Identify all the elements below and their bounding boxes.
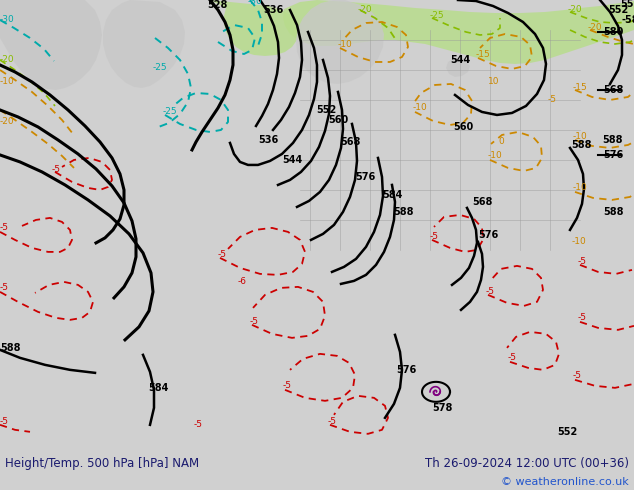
- Text: 560: 560: [453, 122, 473, 132]
- Text: -5: -5: [328, 417, 337, 426]
- Polygon shape: [283, 0, 634, 64]
- Text: -580: -580: [622, 15, 634, 25]
- Text: -5: -5: [0, 223, 9, 232]
- Text: -5: -5: [52, 166, 61, 174]
- Text: 552: 552: [557, 427, 577, 437]
- Text: 0: 0: [498, 137, 504, 147]
- Text: 584: 584: [382, 190, 403, 200]
- Text: -25: -25: [153, 64, 167, 73]
- Text: 576: 576: [396, 365, 417, 375]
- Text: 544: 544: [282, 155, 302, 165]
- Text: -10: -10: [0, 77, 15, 86]
- Text: © weatheronline.co.uk: © weatheronline.co.uk: [501, 477, 629, 487]
- Text: Height/Temp. 500 hPa [hPa] NAM: Height/Temp. 500 hPa [hPa] NAM: [5, 457, 199, 470]
- Text: 560: 560: [328, 115, 348, 125]
- Text: 536: 536: [258, 135, 278, 145]
- Text: 580: 580: [604, 27, 624, 37]
- Text: -5: -5: [508, 353, 517, 363]
- Text: -10: -10: [413, 103, 428, 113]
- Text: 584: 584: [148, 383, 169, 393]
- Text: 552: 552: [608, 5, 628, 15]
- Text: -5: -5: [250, 318, 259, 326]
- Text: -10: -10: [488, 151, 503, 160]
- Text: 588: 588: [602, 135, 623, 145]
- Text: -5: -5: [548, 96, 557, 104]
- Text: 588: 588: [0, 343, 20, 353]
- Text: -6: -6: [238, 277, 247, 286]
- Text: -10: -10: [573, 183, 588, 193]
- Text: -20: -20: [0, 118, 15, 126]
- Text: 588: 588: [393, 207, 413, 217]
- Text: -5: -5: [430, 232, 439, 242]
- Text: 536: 536: [263, 5, 283, 15]
- Text: -5: -5: [578, 257, 587, 267]
- Text: 568: 568: [472, 197, 493, 207]
- Text: 568: 568: [604, 85, 624, 95]
- Text: -20: -20: [568, 5, 583, 15]
- Text: -5: -5: [283, 381, 292, 391]
- Text: 552: 552: [316, 105, 336, 115]
- Text: -10: -10: [573, 132, 588, 142]
- Polygon shape: [446, 57, 470, 77]
- Text: -5: -5: [0, 417, 9, 426]
- Text: -5: -5: [486, 287, 495, 296]
- Text: -30: -30: [248, 0, 262, 6]
- Text: -20: -20: [0, 55, 15, 65]
- Text: -25: -25: [163, 107, 178, 117]
- Text: -15: -15: [476, 50, 491, 59]
- Text: 544: 544: [450, 55, 470, 65]
- Text: Th 26-09-2024 12:00 UTC (00+36): Th 26-09-2024 12:00 UTC (00+36): [425, 457, 629, 470]
- Text: 576: 576: [478, 230, 498, 240]
- Polygon shape: [0, 0, 102, 90]
- Text: -5: -5: [573, 371, 582, 380]
- Text: 528: 528: [207, 0, 228, 10]
- Text: -15: -15: [573, 83, 588, 93]
- Text: 588: 588: [604, 207, 624, 217]
- Polygon shape: [296, 0, 384, 84]
- Text: -5: -5: [578, 314, 587, 322]
- Text: -25: -25: [430, 11, 444, 21]
- Text: 576: 576: [604, 150, 624, 160]
- Text: -30: -30: [0, 16, 15, 24]
- Text: 576: 576: [355, 172, 375, 182]
- Text: -5: -5: [0, 283, 9, 293]
- Text: -10: -10: [572, 237, 586, 246]
- Polygon shape: [210, 0, 299, 56]
- Text: 588: 588: [571, 140, 592, 150]
- Text: -5: -5: [194, 420, 203, 429]
- Text: -10: -10: [338, 41, 353, 49]
- Polygon shape: [103, 0, 185, 88]
- Text: -20: -20: [588, 24, 603, 32]
- Text: 552: 552: [620, 0, 634, 9]
- Polygon shape: [0, 0, 634, 450]
- Text: 568: 568: [340, 137, 360, 147]
- Text: 10: 10: [488, 77, 500, 86]
- Text: 578: 578: [432, 403, 453, 413]
- Text: -5: -5: [218, 250, 227, 259]
- Text: -20: -20: [358, 5, 373, 15]
